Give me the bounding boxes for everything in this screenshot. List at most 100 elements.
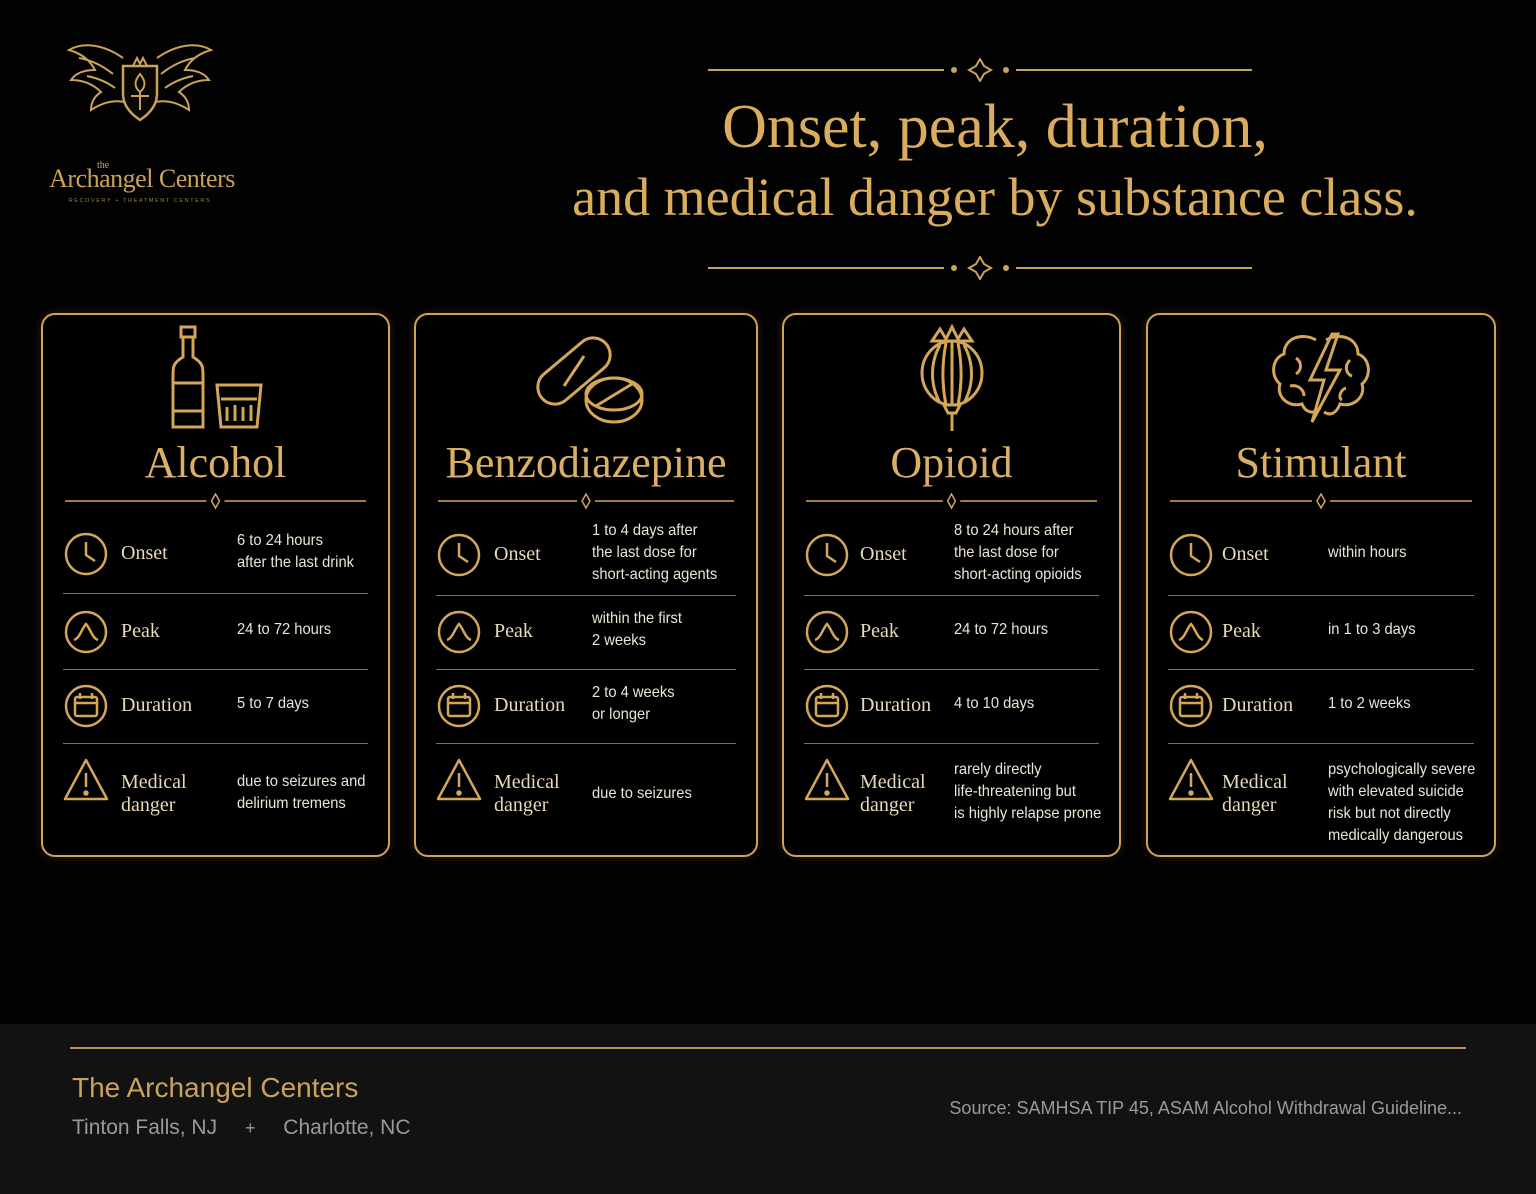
row-value-line: short-acting opioids [954,566,1082,583]
row-value-line: 24 to 72 hours [954,621,1049,638]
row-value-line: medically dangerous [1328,827,1464,844]
row-medical-danger: Medical danger due to seizures and delirium… [63,743,368,843]
row-value-line: life-threatening but [954,783,1076,800]
row-divider [436,743,736,744]
row-divider [436,595,736,596]
row-value: psychologically severe with elevated suic… [1328,759,1475,847]
row-onset: Onset 8 to 24 hours after the last dose fo… [804,515,1099,595]
row-medical-danger: Medical danger due to seizures [436,743,736,843]
substance-card-alcohol: Alcohol Onset 6 to 24 hours after the last… [41,313,390,857]
row-label-word: Medical [494,771,560,793]
clock-icon [436,532,482,578]
row-peak: Peak within the first 2 weeks [436,595,736,669]
row-value-line: 24 to 72 hours [237,621,332,638]
row-value-line: 2 weeks [592,632,647,649]
row-value-line: 8 to 24 hours after [954,522,1074,539]
winged-shield-logo-icon [66,44,214,122]
row-value-line: 4 to 10 days [954,695,1035,712]
row-medical-danger: Medical danger rarely directly life-threate… [804,743,1101,843]
warning-icon [436,757,482,803]
row-divider [804,743,1099,744]
row-divider [63,743,368,744]
row-label-word: danger [494,794,549,816]
row-value: within hours [1328,542,1407,564]
title-ornament-bottom [708,256,1252,280]
card-title-divider [438,492,734,513]
row-value: 1 to 4 days after the last dose for short-… [592,520,717,586]
row-label: Peak [121,620,160,642]
row-value: in 1 to 3 days [1328,619,1416,641]
row-value: 4 to 10 days [954,693,1034,715]
row-value-line: risk but not directly [1328,805,1451,822]
row-peak: Peak 24 to 72 hours [63,595,368,669]
row-value: 24 to 72 hours [237,619,331,641]
row-label: Duration [121,694,193,716]
card-title-divider [806,492,1097,513]
row-divider [436,669,736,670]
row-onset: Onset 1 to 4 days after the last dose for s… [436,515,736,595]
row-label-word: danger [860,794,915,816]
row-duration: Duration 4 to 10 days [804,669,1099,743]
substance-card-benzodiazepine: Benzodiazepine Onset 1 to 4 days after the… [414,313,758,857]
page-title: Onset, peak, duration, and medical dange… [490,56,1500,232]
row-value-line: due to seizures [592,785,692,802]
row-label-word: danger [121,794,176,816]
row-value-line: the last dose for [954,544,1059,561]
row-medical-danger: Medical danger psychologically severe with … [1168,743,1475,844]
warning-icon [63,757,109,803]
row-value-line: with elevated suicide [1328,783,1464,800]
row-divider [63,669,368,670]
row-label: Duration [860,694,932,716]
footer-divider [70,1047,1466,1049]
row-value-line: within the first [592,610,682,627]
card-title: Alcohol [144,438,287,487]
row-label-word: Medical [121,771,187,793]
footer-location-1: Tinton Falls, NJ [72,1116,218,1139]
row-label: Onset [1222,543,1269,565]
card-title-divider [65,492,366,513]
row-duration: Duration 2 to 4 weeks or longer [436,669,736,743]
row-value: 24 to 72 hours [954,619,1048,641]
row-value-line: 2 to 4 weeks [592,684,675,701]
footer-brand: The Archangel Centers [72,1072,359,1103]
row-label: Onset [860,543,907,565]
row-duration: Duration 5 to 7 days [63,669,368,743]
row-label-word: Medical [1222,771,1288,793]
row-value: 6 to 24 hours after the last drink [237,530,354,574]
warning-icon [1168,757,1214,803]
row-value: 5 to 7 days [237,693,309,715]
card-title: Stimulant [1235,438,1407,487]
row-value-line: psychologically severe [1328,761,1476,778]
row-value-line: in 1 to 3 days [1328,621,1416,638]
row-value-line: the last dose for [592,544,697,561]
row-divider [1168,669,1474,670]
row-label-word: Medical [860,771,926,793]
calendar-icon [436,683,482,729]
title-line-2: and medical danger by substance class. [572,167,1418,227]
row-label: Peak [494,620,533,642]
calendar-icon [804,683,850,729]
bottle-and-glass-icon [43,323,388,433]
row-label: Duration [1222,694,1294,716]
row-value: 8 to 24 hours after the last dose for shor… [954,520,1082,586]
row-label: Peak [860,620,899,642]
substance-card-stimulant: Stimulant Onset within hours Peak in 1 to … [1146,313,1496,857]
row-onset: Onset within hours [1168,515,1474,595]
logo-name: Archangel Centers [49,164,235,193]
row-peak: Peak in 1 to 3 days [1168,595,1474,669]
footer: The Archangel Centers Tinton Falls, NJ +… [0,1024,1536,1194]
clock-icon [804,532,850,578]
row-value-line: due to seizures and [237,773,366,790]
row-value-line: rarely directly [954,761,1042,778]
footer-locations: Tinton Falls, NJ + Charlotte, NC [72,1116,411,1140]
row-value-line: within hours [1328,544,1407,561]
row-value: due to seizures and delirium tremens [237,771,365,815]
pills-icon [416,323,756,433]
row-divider [1168,595,1474,596]
row-label: Onset [121,542,168,564]
footer-location-2: Charlotte, NC [283,1116,411,1139]
row-value-line: 6 to 24 hours [237,532,323,549]
row-value: within the first 2 weeks [592,608,682,652]
logo-small-text: the [97,160,110,171]
footer-source: Source: SAMHSA TIP 45, ASAM Alcohol With… [949,1098,1462,1118]
